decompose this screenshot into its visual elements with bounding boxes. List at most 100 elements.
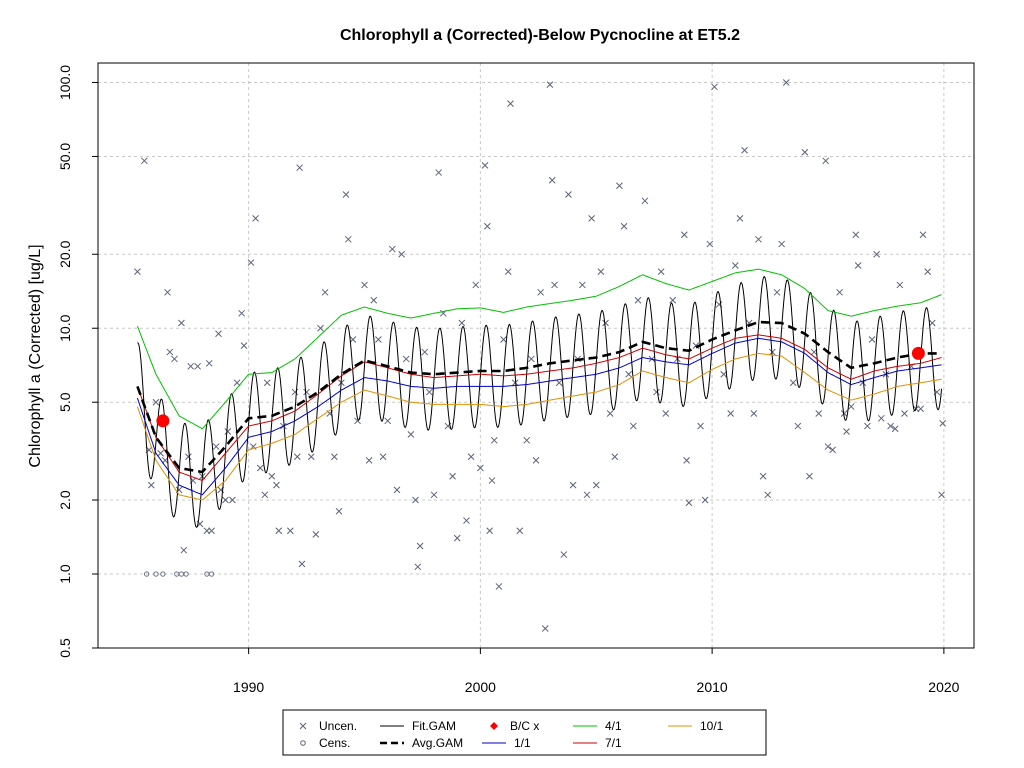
uncensored-point xyxy=(249,443,257,450)
uncensored-point xyxy=(669,296,677,304)
uncensored-point xyxy=(789,379,797,387)
uncensored-point xyxy=(736,214,744,222)
uncensored-point xyxy=(938,491,945,499)
uncensored-point xyxy=(185,453,192,461)
uncensored-point xyxy=(873,250,881,258)
uncensored-point xyxy=(516,527,524,535)
uncensored-point xyxy=(166,348,174,356)
uncensored-point xyxy=(402,355,410,363)
bc-point xyxy=(911,346,925,360)
uncensored-point xyxy=(331,453,338,461)
uncensored-point xyxy=(836,288,843,296)
uncensored-point xyxy=(611,453,619,461)
y-tick-label: 5.0 xyxy=(57,392,73,412)
uncensored-point xyxy=(896,281,904,289)
uncensored-point xyxy=(298,560,306,568)
censored-point xyxy=(153,571,159,577)
legend-label-avg: Avg.GAM xyxy=(412,736,463,750)
uncensored-point xyxy=(551,281,558,289)
uncensored-point xyxy=(555,379,563,387)
uncensored-point xyxy=(224,428,232,435)
uncensored-point xyxy=(641,197,649,205)
uncensored-point xyxy=(449,472,456,480)
uncensored-point xyxy=(620,222,628,230)
censored-point xyxy=(208,571,215,577)
uncensored-point xyxy=(335,507,343,515)
y-tick-label: 100.0 xyxy=(57,65,73,100)
uncensored-point xyxy=(537,288,544,296)
uncensored-point xyxy=(152,398,160,406)
censored-point xyxy=(160,571,166,577)
x-tick-label: 2020 xyxy=(928,679,959,695)
uncensored-point xyxy=(486,527,494,535)
uncensored-point xyxy=(361,281,368,289)
uncensored-point xyxy=(852,231,860,239)
uncensored-point xyxy=(824,443,832,450)
uncensored-point xyxy=(541,625,549,632)
uncensored-point xyxy=(317,324,324,332)
uncensored-point xyxy=(750,410,758,417)
uncensored-point xyxy=(252,214,259,222)
y-tick-label: 20.0 xyxy=(57,240,73,267)
uncensored-point xyxy=(187,362,195,370)
uncensored-point xyxy=(393,486,401,494)
uncensored-point xyxy=(495,583,503,590)
x-tick-label: 2010 xyxy=(697,679,728,695)
uncensored-point xyxy=(273,481,280,489)
uncensored-point xyxy=(208,527,215,535)
axis-ticks: 1990 2000 2010 2020 0.5 1.0 2.0 5.0 10.0 20.0 50.0… xyxy=(57,65,960,695)
y-tick-label: 10.0 xyxy=(57,314,73,341)
series-line-avg xyxy=(136,320,942,474)
uncensored-point xyxy=(546,81,554,88)
uncensored-point xyxy=(205,359,213,367)
uncensored-point xyxy=(815,410,823,417)
uncensored-point xyxy=(467,453,475,461)
uncensored-point xyxy=(657,268,665,275)
uncensored-point xyxy=(414,563,422,571)
uncensored-point xyxy=(375,336,382,343)
uncensored-point xyxy=(685,499,693,507)
uncensored-point xyxy=(706,240,714,248)
uncensored-point xyxy=(731,262,739,269)
uncensored-point xyxy=(342,191,350,198)
uncensored-point xyxy=(548,176,556,184)
censored-point xyxy=(183,571,189,577)
legend-label-q10: 10/1 xyxy=(700,719,724,733)
uncensored-point xyxy=(180,546,188,554)
legend-label-q4: 4/1 xyxy=(605,719,622,733)
uncensored-point xyxy=(164,288,171,296)
uncensored-point xyxy=(891,425,899,433)
uncensored-point xyxy=(523,436,531,444)
censored-point xyxy=(143,571,150,577)
uncensored-point xyxy=(147,481,155,489)
uncensored-point xyxy=(477,464,484,472)
uncensored-point xyxy=(773,288,781,296)
bc-point xyxy=(156,414,170,428)
uncensored-point xyxy=(233,379,241,387)
uncensored-point xyxy=(416,542,424,550)
uncensored-point xyxy=(917,405,925,413)
uncensored-point xyxy=(238,309,246,317)
bc-markers xyxy=(156,346,925,428)
uncensored-point xyxy=(741,146,748,154)
uncensored-point xyxy=(458,319,466,327)
uncensored-point xyxy=(379,453,387,461)
uncensored-point xyxy=(919,231,927,239)
legend-label-q1: 1/1 xyxy=(514,736,531,750)
uncensored-point xyxy=(426,388,433,396)
uncensored-point xyxy=(720,370,728,378)
uncensored-point xyxy=(291,388,299,396)
uncensored-point xyxy=(877,414,885,422)
uncensored-point xyxy=(565,191,572,198)
y-tick-label: 2.0 xyxy=(57,490,73,510)
uncensored-point xyxy=(321,288,329,296)
uncensored-point xyxy=(312,530,320,538)
uncensored-point xyxy=(435,169,443,176)
y-tick-label: 1.0 xyxy=(57,564,73,584)
uncensored-point xyxy=(504,268,512,275)
uncensored-point xyxy=(606,410,614,417)
uncensored-point xyxy=(293,453,301,461)
uncensored-point xyxy=(569,481,577,489)
x-tick-label: 1990 xyxy=(233,679,264,695)
